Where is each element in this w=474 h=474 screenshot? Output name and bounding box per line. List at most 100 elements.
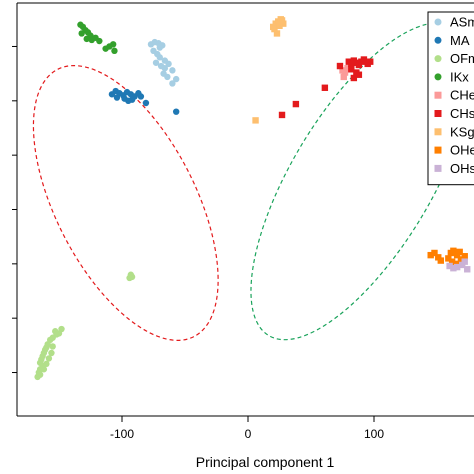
series-ma [108,87,180,115]
data-point [448,258,456,265]
data-point [36,371,44,378]
legend: ASm MA OFm IKx CHe CHs KSg OHe OHs [427,11,474,186]
data-point [457,256,465,263]
series-asm [147,38,180,87]
data-point [431,249,438,257]
data-point [172,75,180,83]
series-ksg [252,16,287,124]
legend-label: MA [450,33,470,48]
series-che [339,65,351,81]
x-axis: -100 0 100 [110,416,384,441]
data-point [40,366,48,373]
data-point [350,74,358,82]
data-point [111,47,118,55]
data-points [34,16,471,381]
data-point [348,60,355,68]
data-point [156,54,163,61]
data-point [348,66,355,73]
data-point [452,260,460,268]
x-tick-label: -100 [110,427,134,441]
legend-label: OFm [450,51,474,66]
data-point [109,41,117,48]
legend-marker [434,36,442,44]
legend-marker [434,73,442,81]
plot-frame [16,2,474,417]
data-point [340,73,347,81]
data-point [292,100,300,108]
data-point [83,35,90,43]
legend-label: OHs [450,161,474,176]
data-point [165,60,172,68]
legend-label: ASm [450,15,474,30]
data-point [169,80,176,87]
series-ohs [446,258,471,273]
data-point [169,67,176,74]
data-point [49,343,56,350]
data-point [437,257,444,264]
data-point [461,253,468,260]
data-point [161,65,169,72]
data-point [276,22,283,30]
data-point [164,73,171,81]
y-axis [12,45,17,374]
data-point [341,69,349,76]
data-point [142,99,150,107]
data-point [278,111,286,119]
legend-marker [434,18,442,26]
series-ikx [77,21,118,55]
data-point [113,94,121,101]
series-ofm [34,271,136,381]
data-point [78,30,85,37]
data-point [336,62,344,70]
data-point [128,273,136,281]
x-axis-title: Principal component 1 [196,454,335,470]
data-point [172,108,180,115]
data-point [344,65,351,72]
data-point [453,251,461,259]
data-point [48,349,55,357]
legend-label: OHe [450,143,474,158]
legend-label: IKx [450,69,469,84]
data-point [360,56,368,63]
data-point [427,251,434,259]
legend-label: CHe [450,88,474,103]
legend-marker [434,146,442,154]
cluster-ellipse-1 [32,65,219,341]
data-point [58,325,65,333]
series-chs [278,56,374,119]
data-point [456,248,463,256]
legend-marker [434,55,442,63]
legend-label: CHs [450,106,474,121]
data-point [464,266,471,273]
cluster-ellipses [32,22,473,341]
data-point [271,25,278,33]
data-point [453,263,461,271]
data-point [459,261,466,269]
data-point [156,44,163,51]
data-point [461,258,468,265]
data-point [450,247,457,254]
legend-marker [434,110,442,117]
data-point [252,117,259,124]
legend-label: KSg [450,124,474,139]
data-point [278,17,286,24]
data-point [355,61,363,69]
data-point [280,20,287,27]
legend-marker [434,164,442,172]
series-ohe [427,247,468,268]
data-point [435,254,442,261]
data-point [367,58,374,65]
legend-marker [434,128,442,136]
data-point [355,71,363,78]
data-point [125,97,132,105]
x-tick-label: 0 [245,427,252,441]
data-point [321,84,329,91]
data-point [445,255,452,262]
data-point [43,360,50,368]
data-point [152,59,160,66]
legend-marker [434,91,442,99]
data-point [45,355,53,362]
data-point [446,262,453,270]
data-point [273,30,281,37]
